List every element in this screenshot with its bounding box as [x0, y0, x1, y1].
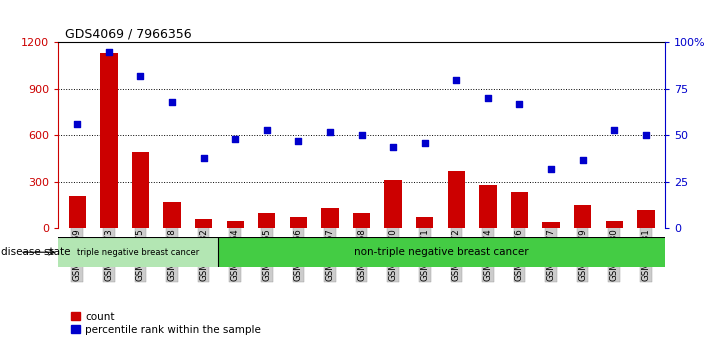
Point — [545, 166, 557, 172]
Point — [419, 140, 430, 146]
Bar — [58, 237, 218, 267]
Point — [324, 129, 336, 135]
Point — [198, 155, 209, 161]
Point — [72, 121, 83, 127]
Bar — [164, 202, 181, 228]
Bar — [321, 208, 338, 228]
Point — [135, 73, 146, 79]
Point — [609, 127, 620, 133]
Point — [577, 157, 588, 162]
Bar — [289, 217, 307, 228]
Bar — [132, 153, 149, 228]
Point — [640, 133, 651, 138]
Point — [293, 138, 304, 144]
Point — [166, 99, 178, 105]
Bar — [353, 213, 370, 228]
Bar — [479, 185, 496, 228]
Text: triple negative breast cancer: triple negative breast cancer — [77, 248, 199, 257]
Bar — [448, 171, 465, 228]
Bar — [195, 219, 213, 228]
Legend: count, percentile rank within the sample: count, percentile rank within the sample — [70, 312, 261, 335]
Bar — [227, 221, 244, 228]
Bar — [606, 221, 623, 228]
Point — [103, 49, 114, 55]
Point — [261, 127, 272, 133]
Bar — [218, 237, 665, 267]
Bar — [416, 217, 434, 228]
Text: disease state: disease state — [1, 247, 70, 257]
Bar — [637, 210, 655, 228]
Bar — [68, 196, 86, 228]
Bar — [574, 205, 592, 228]
Bar — [510, 192, 528, 228]
Bar — [258, 213, 275, 228]
Text: non-triple negative breast cancer: non-triple negative breast cancer — [354, 247, 529, 257]
Point — [482, 96, 493, 101]
Point — [230, 136, 241, 142]
Bar — [100, 53, 117, 228]
Text: GDS4069 / 7966356: GDS4069 / 7966356 — [65, 28, 192, 41]
Point — [356, 133, 367, 138]
Bar — [385, 180, 402, 228]
Point — [387, 144, 399, 149]
Point — [451, 77, 462, 82]
Bar — [542, 222, 560, 228]
Point — [514, 101, 525, 107]
